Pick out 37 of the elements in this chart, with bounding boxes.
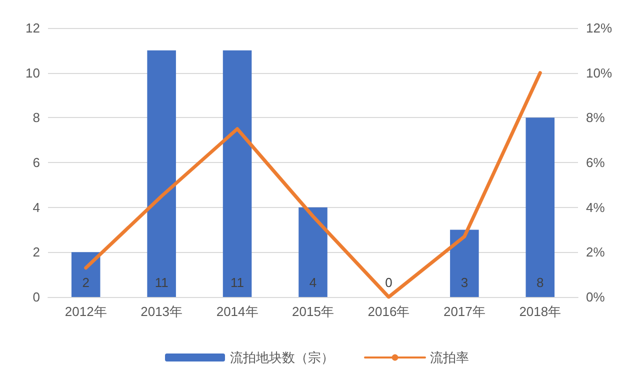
x-tick-label: 2012年 <box>64 304 107 319</box>
y-tick-label: 10 <box>26 65 40 80</box>
data-label: 4 <box>309 275 317 290</box>
legend-label: 流拍率 <box>430 350 469 365</box>
y2-tick-label: 6% <box>586 155 606 170</box>
data-label: 2 <box>82 275 90 290</box>
bar <box>450 230 479 297</box>
y-tick-label: 4 <box>32 200 40 215</box>
x-tick-label: 2018年 <box>519 304 562 319</box>
data-label: 11 <box>230 275 244 290</box>
y2-tick-label: 0% <box>586 290 606 304</box>
y2-tick-label: 12% <box>586 20 612 36</box>
bar <box>71 252 100 297</box>
y-tick-label: 2 <box>32 244 40 260</box>
data-label: 3 <box>460 275 468 290</box>
y2-tick-label: 2% <box>586 244 606 260</box>
data-label: 0 <box>385 275 392 290</box>
x-tick-label: 2017年 <box>443 304 486 319</box>
data-label: 11 <box>154 275 168 290</box>
bar <box>526 118 555 297</box>
y-tick-label: 6 <box>32 155 40 170</box>
x-tick-label: 2013年 <box>140 304 183 319</box>
y2-tick-label: 10% <box>586 65 612 80</box>
line-series <box>84 71 542 299</box>
bar <box>222 50 252 297</box>
bar <box>147 50 176 297</box>
bar <box>298 207 328 297</box>
y-tick-label: 12 <box>26 20 40 36</box>
y-tick-label: 8 <box>32 110 40 126</box>
y2-tick-label: 4% <box>586 200 606 215</box>
data-label: 8 <box>536 275 544 290</box>
y2-tick-label: 8% <box>586 110 606 126</box>
x-tick-label: 2015年 <box>292 304 334 319</box>
legend-label: 流拍地块数（宗） <box>230 350 334 365</box>
y-tick-label: 0 <box>32 290 40 304</box>
x-tick-label: 2016年 <box>368 304 410 319</box>
x-tick-label: 2014年 <box>216 304 258 319</box>
